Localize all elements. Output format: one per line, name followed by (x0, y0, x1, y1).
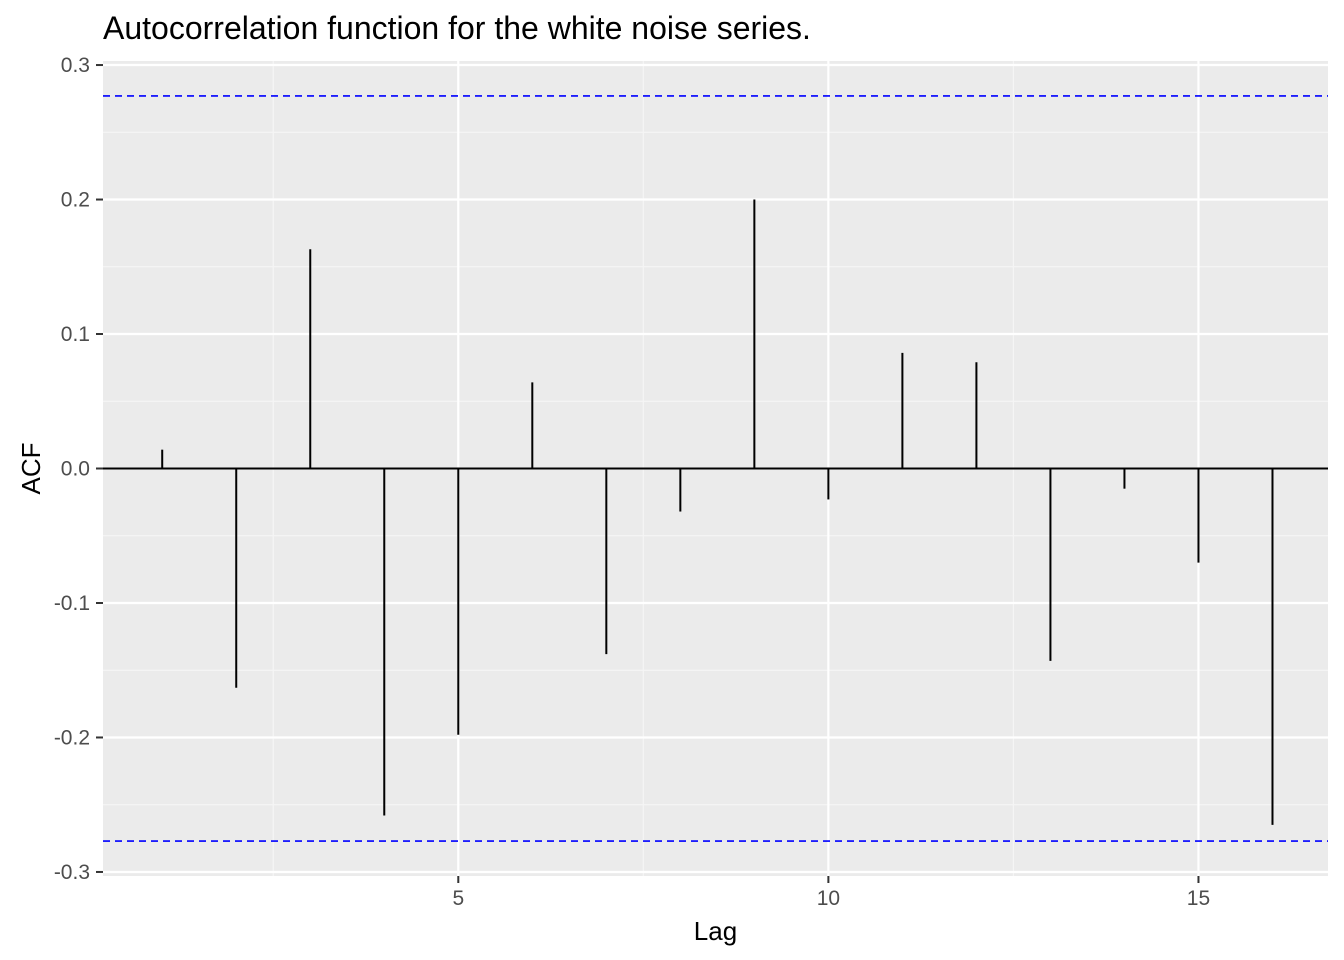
y-axis-title: ACF (16, 443, 46, 495)
x-axis-title: Lag (694, 916, 737, 946)
y-tick-label: 0.0 (61, 458, 90, 481)
y-tick-label: 0.2 (61, 189, 90, 212)
y-tick-label: -0.1 (54, 592, 90, 615)
chart-title: Autocorrelation function for the white n… (103, 10, 811, 46)
y-axis: -0.3 -0.2 -0.1 0.0 0.1 0.2 0.3 (54, 54, 103, 884)
confidence-bounds (103, 95, 1328, 842)
minor-gridlines (103, 61, 1328, 876)
y-tick-label: 0.3 (61, 54, 90, 77)
x-tick-label: 10 (817, 887, 840, 910)
y-tick-label: 0.1 (61, 323, 90, 346)
x-tick-label: 5 (452, 887, 464, 910)
x-axis: 5 10 15 (452, 876, 1210, 910)
y-tick-label: -0.2 (54, 726, 90, 749)
x-tick-label: 15 (1187, 887, 1210, 910)
acf-stems (161, 199, 1274, 825)
y-tick-label: -0.3 (54, 861, 90, 884)
